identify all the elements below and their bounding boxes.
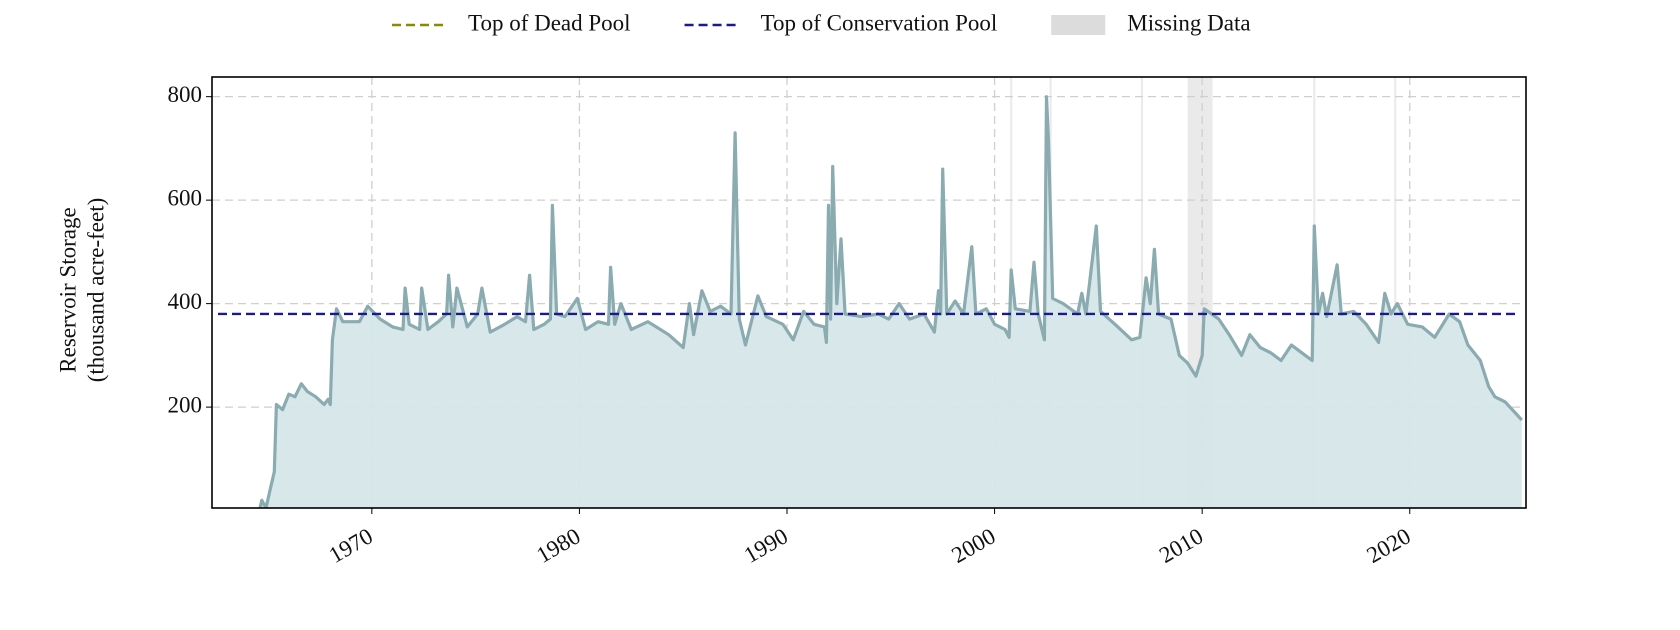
y-axis-label: Reservoir Storage: [55, 207, 80, 372]
legend-label: Top of Dead Pool: [468, 10, 631, 35]
missing-data-band: [1394, 77, 1397, 508]
missing-data-band: [1140, 77, 1144, 508]
y-tick-label: 400: [168, 289, 203, 314]
x-tick-label: 1980: [532, 523, 584, 568]
y-tick-label: 800: [168, 82, 203, 107]
y-tick-label: 200: [168, 392, 203, 417]
x-tick-label: 2000: [947, 523, 999, 568]
legend-label: Missing Data: [1127, 10, 1250, 35]
legend-swatch: [1051, 15, 1106, 35]
y-tick-label: 600: [168, 185, 203, 210]
x-tick-label: 1970: [325, 523, 377, 568]
plot-area: [212, 77, 1526, 508]
y-axis-label: (thousand acre-feet): [83, 198, 108, 383]
x-tick-label: 2020: [1363, 523, 1415, 568]
storage-line: [258, 95, 1523, 508]
plot-frame: [211, 76, 1527, 509]
area-fill: [216, 96, 1522, 508]
x-tick-label: 1990: [740, 523, 792, 568]
x-tick-label: 2010: [1155, 523, 1207, 568]
legend-label: Top of Conservation Pool: [761, 10, 998, 35]
